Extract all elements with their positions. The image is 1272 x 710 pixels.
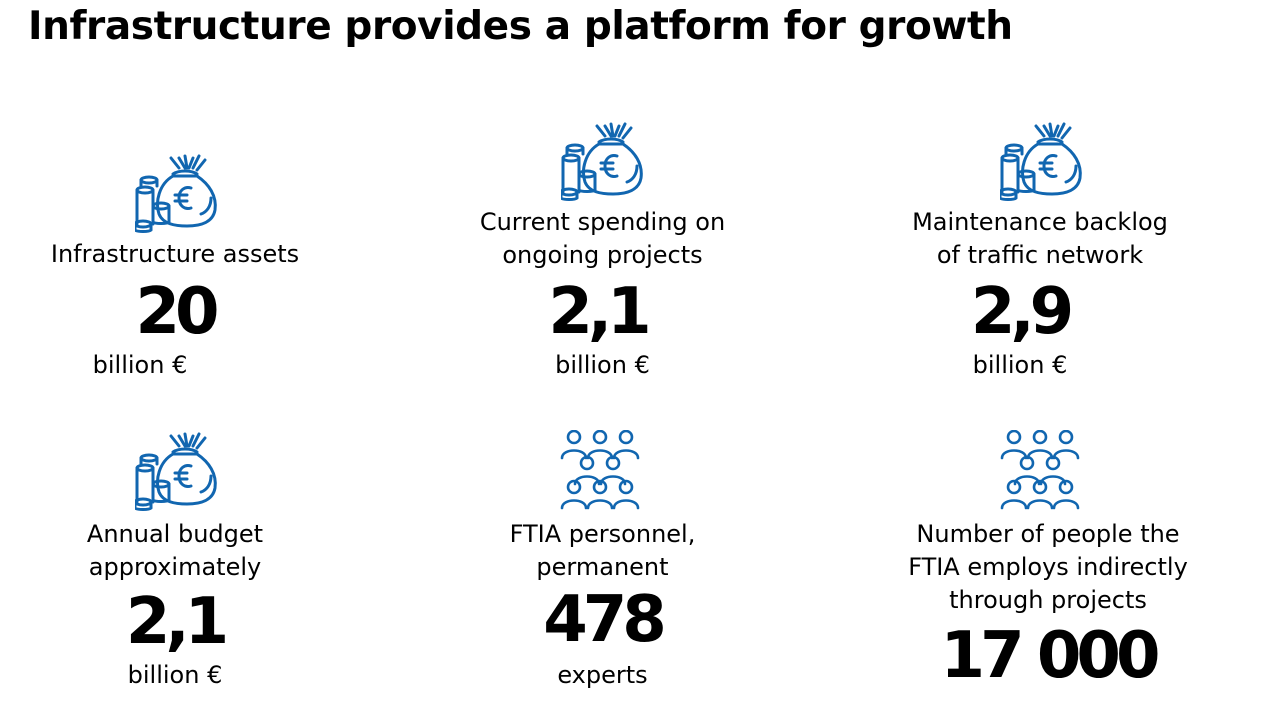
stat-unit: billion € xyxy=(555,351,650,379)
stat-value: 2,1 xyxy=(125,585,229,659)
money-bag-coins-icon xyxy=(561,118,645,202)
stat-label: Number of people the FTIA employs indire… xyxy=(908,520,1188,614)
stat-label: Maintenance backlog of traffic network xyxy=(912,208,1168,269)
stat-unit: experts xyxy=(557,661,648,689)
stat-value: 20 xyxy=(135,275,219,349)
stat-infrastructure-assets: Infrastructure assets 20 billion € xyxy=(40,150,310,390)
stat-current-spending: Current spending on ongoing projects 2,1… xyxy=(465,118,740,388)
stat-label: Annual budget approximately xyxy=(86,520,264,581)
money-bag-coins-icon xyxy=(135,428,219,512)
stat-indirect-employment: Number of people the FTIA employs indire… xyxy=(898,430,1198,700)
people-group-icon xyxy=(560,430,642,512)
stat-ftia-personnel: FTIA personnel, permanent 478 experts xyxy=(470,430,735,700)
stat-unit: billion € xyxy=(972,351,1068,379)
stat-value: 17 000 xyxy=(940,619,1161,693)
stat-value: 2,1 xyxy=(548,275,651,349)
stat-label: Current spending on ongoing projects xyxy=(479,208,726,269)
stat-unit: billion € xyxy=(92,351,188,379)
people-group-icon xyxy=(1000,430,1082,512)
page-title: Infrastructure provides a platform for g… xyxy=(28,4,1013,49)
money-bag-coins-icon xyxy=(135,150,219,234)
money-bag-coins-icon xyxy=(1000,118,1084,202)
stat-maintenance-backlog: Maintenance backlog of traffic network 2… xyxy=(905,118,1175,388)
stat-value: 478 xyxy=(543,583,667,657)
stat-label: Infrastructure assets xyxy=(50,240,300,268)
stat-unit: billion € xyxy=(127,661,223,689)
stat-label: FTIA personnel, permanent xyxy=(509,520,696,581)
stat-value: 2,9 xyxy=(970,275,1074,349)
stat-annual-budget: Annual budget approximately 2,1 billion … xyxy=(40,428,310,698)
